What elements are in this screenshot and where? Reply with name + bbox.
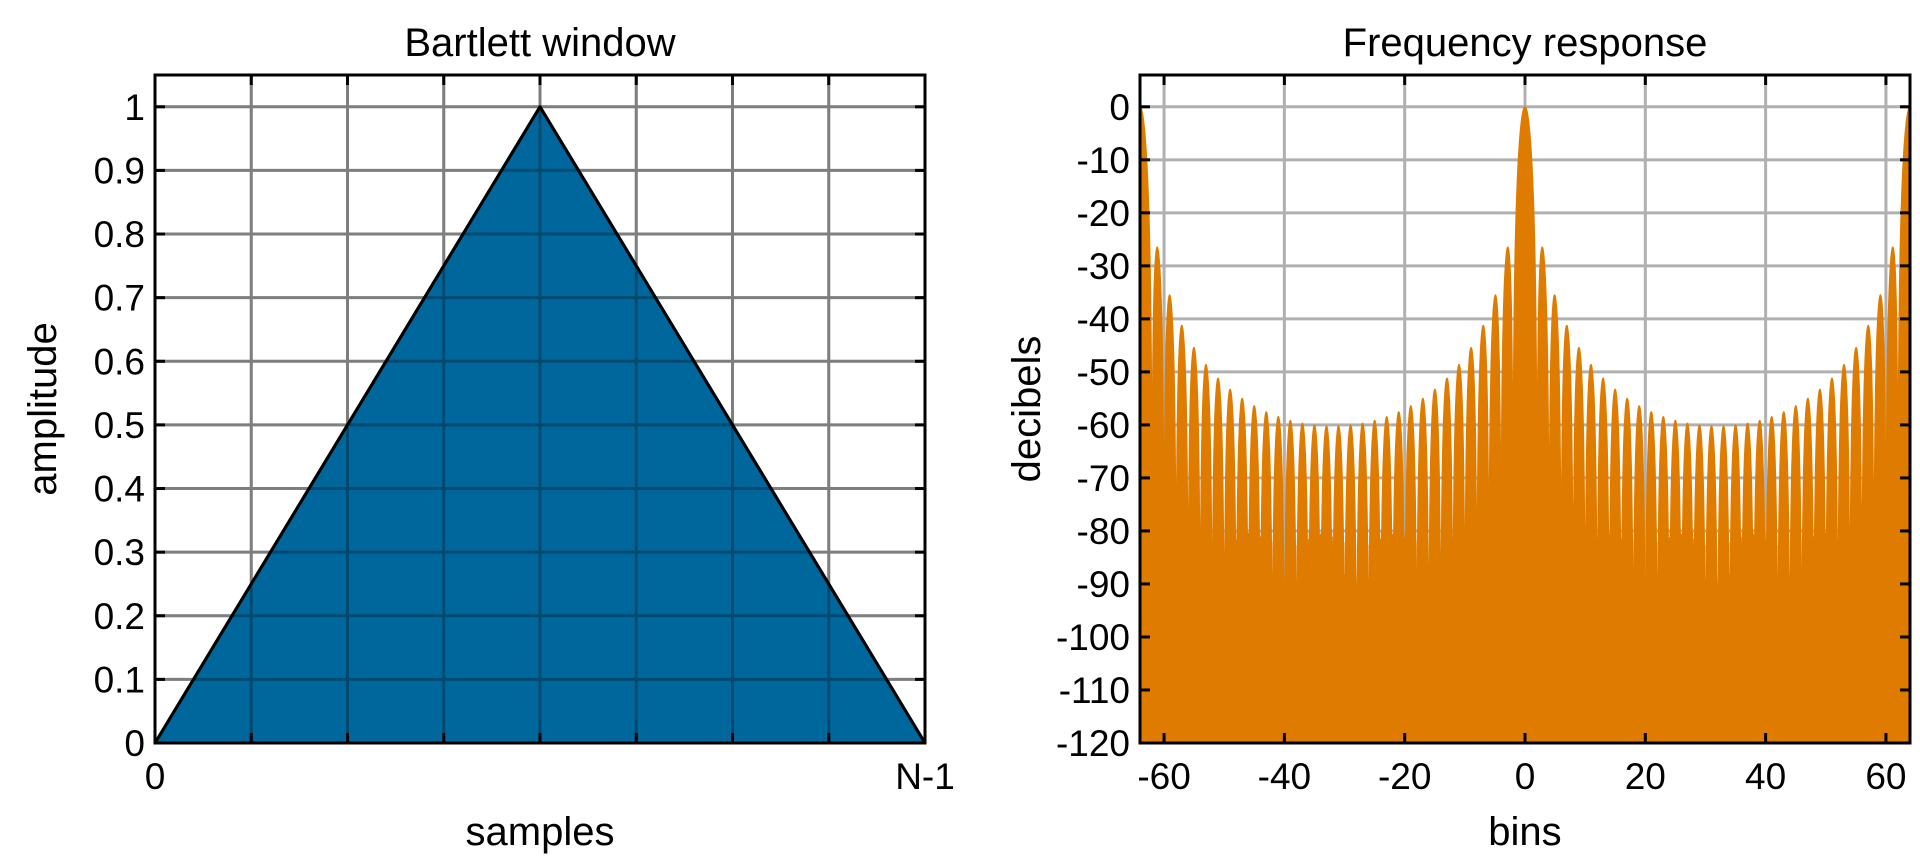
y-tick-label: -100 [1056, 617, 1130, 658]
y-tick-label: -30 [1077, 246, 1130, 287]
y-tick-label: 0.7 [94, 278, 145, 319]
y-tick-label: -40 [1077, 299, 1130, 340]
y-tick-label: -20 [1077, 193, 1130, 234]
frequency-response-chart: Frequency response bins decibels -60 -40-… [1005, 21, 1912, 854]
y-tick-label: 1 [124, 87, 145, 128]
y-tick-label: -90 [1077, 564, 1130, 605]
y-tick-label: -50 [1077, 352, 1130, 393]
x-tick-label: 20 [1625, 756, 1666, 797]
x-tick-label: -40 [1258, 756, 1311, 797]
y-tick-label: 0.8 [94, 214, 145, 255]
y-tick-label: -10 [1077, 140, 1130, 181]
y-axis-label: decibels [1005, 336, 1049, 483]
x-axis-label: samples [466, 810, 615, 854]
x-tick-label: -60 [1137, 756, 1190, 797]
x-tick-label: 0 [1515, 756, 1536, 797]
y-tick-label: -70 [1077, 458, 1130, 499]
y-tick-label: 0.9 [94, 150, 145, 191]
y-tick-label: 0.5 [94, 405, 145, 446]
y-tick-label: 0.6 [94, 341, 145, 382]
axis-ticks: 0 0.1 0.2 0.3 0.4 0.5 0.6 0.7 0.8 0.9 1 0 N-1 [94, 75, 955, 797]
y-tick-label: -60 [1077, 405, 1130, 446]
x-tick-label: 0 [145, 756, 166, 797]
bartlett-window-chart: Bartlett window samples amplitude 0 0.1 0.… [21, 21, 955, 854]
y-tick-label: -110 [1059, 670, 1130, 711]
grid [155, 75, 925, 743]
y-tick-label: 0 [124, 723, 145, 764]
y-tick-label: 0.3 [94, 532, 145, 573]
x-tick-label: 60 [1865, 756, 1906, 797]
axis-ticks: -60 -40 -20 0 20 40 60 0 -10 -20 -30 -40 -50 -60 -70 -8… [1056, 75, 1910, 797]
frequency-response-area [1140, 106, 1910, 743]
y-tick-label: -80 [1077, 511, 1130, 552]
chart-title: Frequency response [1343, 21, 1708, 65]
x-tick-label: 40 [1745, 756, 1786, 797]
y-tick-label: 0.4 [94, 469, 145, 510]
x-tick-label: N-1 [895, 756, 955, 797]
y-axis-label: amplitude [21, 322, 65, 495]
chart-title: Bartlett window [404, 21, 675, 65]
y-tick-label: 0.2 [94, 596, 145, 637]
x-tick-label: -20 [1378, 756, 1431, 797]
y-tick-label: 0 [1109, 87, 1130, 128]
x-axis-label: bins [1488, 810, 1561, 854]
y-tick-label: 0.1 [94, 659, 145, 700]
y-tick-label: -120 [1056, 723, 1130, 764]
